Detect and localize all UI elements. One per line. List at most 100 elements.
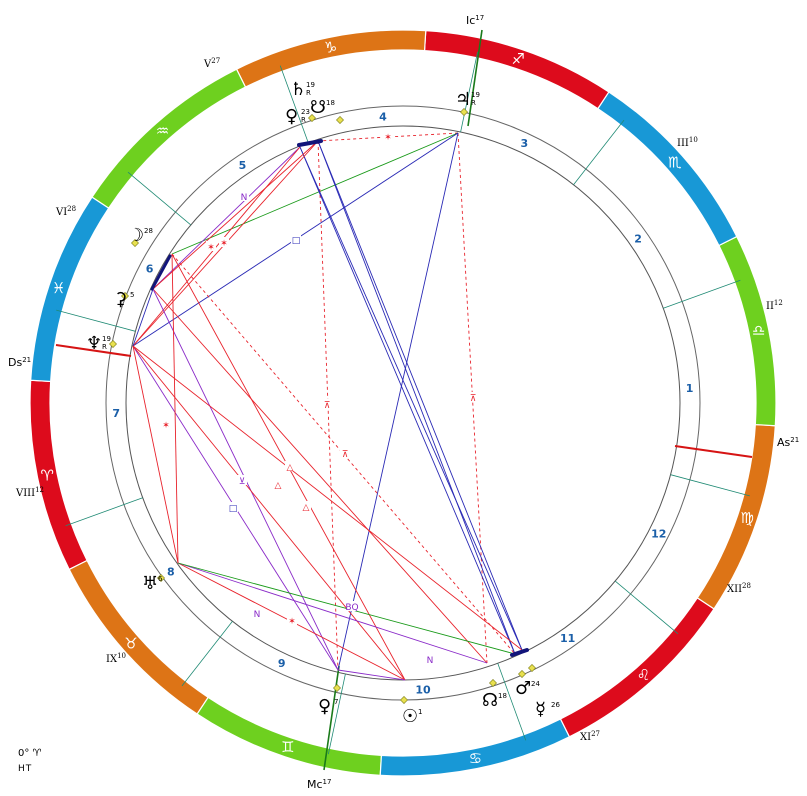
sun-icon: ☉: [402, 706, 418, 727]
planet-jupiter: ♃ 19R: [455, 89, 480, 110]
conjunction-bead: [150, 254, 172, 291]
planet-position-marker: [336, 116, 344, 124]
aspect-symbol-bg: [161, 419, 171, 429]
moon-degree: 28: [144, 227, 153, 235]
cusp-label-ix: IX10: [106, 652, 126, 665]
aspect-line: [132, 288, 154, 347]
aspect-symbol-bg: [273, 479, 283, 489]
cusp-label-vi: VI28: [55, 205, 76, 218]
cusp-label-ii: II12: [766, 299, 783, 312]
zodiac-sector-libra: [718, 235, 777, 427]
inner-circle: [125, 125, 681, 681]
mars-degree: 24: [531, 680, 540, 688]
aspect-symbol-bg: [301, 501, 311, 511]
venus-retrograde: R: [301, 116, 306, 124]
planet-moon: ☽ 28: [128, 225, 153, 246]
uranus-degree: 6: [158, 575, 163, 583]
aspect-symbol: N: [241, 193, 248, 203]
house-number-6: 6: [146, 262, 154, 275]
aspect-symbol: ✶: [220, 239, 228, 249]
aspect-line: [132, 345, 406, 681]
planet-position-marker: [109, 340, 117, 348]
saturn-degree: 19: [306, 81, 315, 89]
aspect-line: [152, 146, 301, 290]
zodiac-glyph-sagittarius-icon: ♐: [511, 50, 524, 68]
planet-uranus: ♅ 6: [142, 573, 163, 594]
house-cusp-line: [279, 65, 309, 143]
neptune-degree: 19: [102, 335, 111, 343]
aspect-line: [152, 288, 488, 664]
aspect-symbol-bg: [285, 461, 295, 471]
house-system-label: HT: [18, 764, 33, 774]
cusp-label-xii: XII28: [727, 582, 751, 595]
jupiter-degree: 19: [471, 91, 480, 99]
saturn-icon: ♄: [290, 79, 306, 100]
house-cusp-line: [327, 673, 346, 755]
south-node-degree: 18: [326, 99, 335, 107]
uranus-icon: ♅: [142, 573, 158, 594]
aspect-line: [337, 132, 459, 671]
house-cusp-line: [614, 580, 679, 635]
house-cusp-line: [497, 663, 527, 741]
north-node-degree: 18: [498, 692, 507, 700]
house-cusp-line: [460, 51, 479, 133]
cusp-label-iii: III10: [677, 136, 698, 149]
aspect-line: [132, 345, 179, 564]
zodiac-glyph-scorpio-icon: ♏: [668, 153, 682, 171]
jupiter-retrograde: R: [471, 99, 476, 107]
angle-label-ds: Ds21: [8, 356, 31, 369]
planet-proserpina: ♀ 7: [318, 696, 338, 717]
house-cusp-line: [670, 474, 750, 497]
house-number-10: 10: [415, 683, 431, 696]
house-cusp-line: [65, 497, 143, 527]
zodiac-glyph-gemini-icon: ♊: [281, 738, 294, 756]
aspect-symbol-bg: [237, 475, 247, 485]
proserpina-degree: 7: [334, 698, 338, 706]
mars-icon: ♂: [515, 678, 531, 699]
house-number-9: 9: [278, 657, 286, 670]
zodiac-sector-gemini: [196, 696, 383, 776]
aspect-symbol: ✶: [162, 421, 170, 431]
planet-position-marker: [400, 696, 408, 704]
aspect-line: [177, 562, 488, 664]
planet-south-node: ☋ 18: [310, 97, 335, 118]
aspect-symbol-bg: [252, 608, 262, 618]
house-number-11: 11: [560, 632, 575, 645]
planet-position-marker: [157, 574, 165, 582]
zodiac-sector-aries: [29, 379, 88, 571]
neptune-icon: ♆: [86, 333, 102, 354]
planet-north-node: ☊ 18: [482, 690, 507, 711]
planet-saturn: ♄ 19R: [290, 79, 315, 100]
sun-degree: 1: [418, 708, 422, 716]
venus-degree: 23: [301, 108, 310, 116]
house-cusp-line: [181, 621, 233, 687]
saturn-retrograde: R: [306, 89, 311, 97]
house-number-3: 3: [520, 137, 528, 150]
aspect-line: [337, 669, 406, 681]
aspect-symbol-bg: [291, 234, 301, 244]
zodiac-sector-pisces: [30, 196, 110, 383]
cusp-label-viii: VIII12: [15, 486, 44, 499]
zodiac-sector-virgo: [696, 423, 776, 610]
aspect-symbol-bg: [383, 131, 393, 141]
planet-position-marker: [489, 679, 497, 687]
planet-sun: ☉ 1: [402, 706, 422, 727]
aspect-line: [171, 253, 516, 655]
planet-mercury: ☿ 26: [535, 699, 560, 720]
cusp-label-xi: XI27: [580, 730, 600, 743]
zodiac-glyph-cancer-icon: ♋: [469, 750, 482, 768]
planet-venus: ♀ 23R: [285, 106, 310, 127]
planet-position-marker: [518, 670, 526, 678]
aspect-symbol: ⊼: [342, 450, 349, 460]
moon-icon: ☽: [128, 225, 144, 246]
aspect-line: [132, 345, 523, 651]
aspect-line: [299, 146, 523, 651]
house-number-5: 5: [239, 159, 247, 172]
planet-neptune: ♆ 19R: [86, 333, 111, 354]
aspect-line: [299, 146, 516, 655]
venus-icon: ♀: [285, 106, 298, 127]
zodiac-ring: ♈ ♉ ♊ ♋ ♌ ♍ ♎ ♏ ♐ ♑ ♒ ♓: [29, 29, 777, 777]
cusp-label-v: V27: [203, 57, 220, 70]
